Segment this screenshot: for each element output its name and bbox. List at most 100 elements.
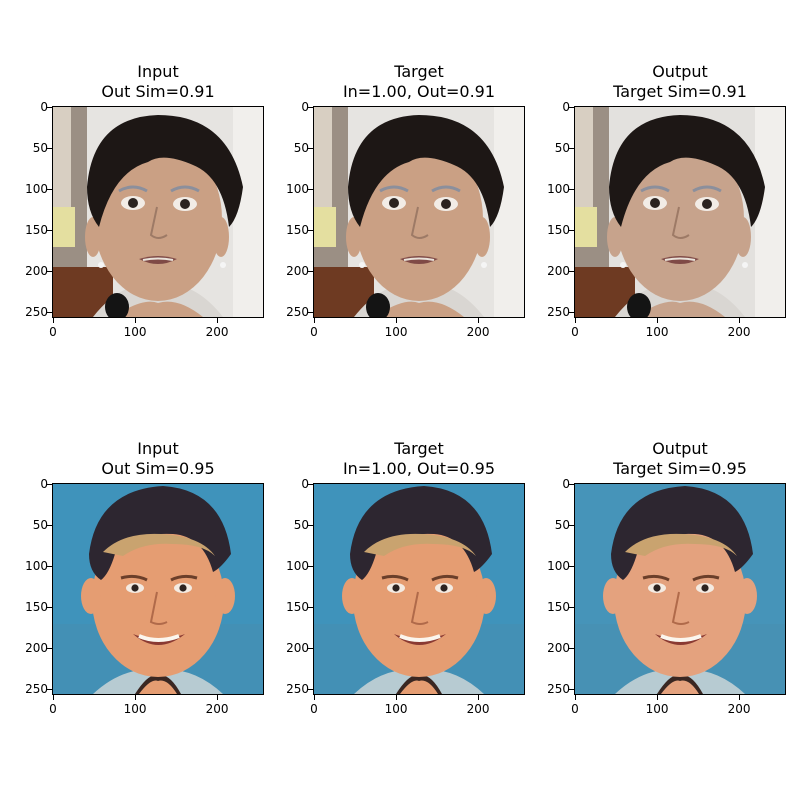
- y-tick-mark: [308, 484, 313, 485]
- x-tick-label: 200: [727, 702, 751, 716]
- x-tick-label: 0: [310, 325, 318, 339]
- y-tick-mark: [569, 566, 574, 568]
- x-tick-label: 200: [466, 702, 490, 716]
- x-tick-mark: [314, 695, 315, 700]
- panel-title: Input: [137, 62, 179, 81]
- panel-subtitle: Target Sim=0.95: [613, 459, 747, 478]
- y-tick-mark: [47, 148, 52, 150]
- y-tick-label: 0: [40, 477, 48, 491]
- y-tick-mark: [569, 607, 574, 609]
- woman-face-image: [52, 106, 264, 318]
- x-tick-label: 200: [205, 325, 229, 339]
- y-tick-label: 100: [25, 182, 48, 197]
- y-tick-label: 200: [25, 264, 48, 279]
- x-tick-mark: [657, 695, 659, 700]
- y-tick-mark: [308, 648, 313, 650]
- panel-woman-input: Input Out Sim=0.91 0 50 100 150 200 250 0 100 200: [25, 62, 264, 339]
- panel-boy-input: Input Out Sim=0.95 0 50 100 150 200 250 0 100 200: [25, 439, 264, 716]
- y-tick-label: 150: [286, 223, 309, 238]
- y-tick-label: 250: [547, 305, 570, 320]
- y-tick-mark: [569, 230, 574, 232]
- x-tick-mark: [217, 318, 219, 323]
- panel-subtitle: Out Sim=0.95: [101, 459, 215, 478]
- y-tick-label: 50: [293, 518, 309, 533]
- panel-title: Output: [652, 62, 708, 81]
- panel-boy-output: Output Target Sim=0.95 0 50 100 150 200 250 0 10…: [547, 439, 786, 716]
- x-tick-mark: [53, 695, 54, 700]
- x-tick-mark: [396, 695, 398, 700]
- boy-face-image: [52, 483, 264, 695]
- y-tick-mark: [47, 607, 52, 609]
- woman-face-image: [574, 106, 786, 318]
- panel-subtitle: Target Sim=0.91: [613, 82, 747, 101]
- y-tick-mark: [308, 271, 313, 273]
- x-tick-mark: [53, 318, 54, 323]
- y-tick-label: 250: [547, 682, 570, 697]
- y-tick-label: 50: [293, 141, 309, 156]
- panel-boy-target: Target In=1.00, Out=0.95 0 50 100 150 200 250 0…: [286, 439, 525, 716]
- y-tick-mark: [47, 525, 52, 527]
- panel-subtitle: In=1.00, Out=0.91: [342, 82, 496, 101]
- x-tick-label: 0: [571, 702, 579, 716]
- x-tick-label: 200: [727, 325, 751, 339]
- y-tick-label: 0: [562, 100, 570, 114]
- x-tick-mark: [217, 695, 219, 700]
- x-tick-mark: [478, 318, 480, 323]
- y-tick-label: 0: [301, 100, 309, 114]
- y-tick-label: 150: [547, 600, 570, 615]
- panel-woman-output: Output Target Sim=0.91 0 50 100 150 200 250 0 10…: [547, 62, 786, 339]
- y-tick-mark: [569, 689, 574, 691]
- x-tick-label: 100: [123, 325, 147, 339]
- y-tick-mark: [47, 484, 52, 485]
- y-tick-label: 100: [25, 559, 48, 574]
- y-tick-label: 250: [286, 682, 309, 697]
- x-tick-label: 100: [384, 702, 408, 716]
- x-tick-label: 100: [645, 325, 669, 339]
- y-tick-mark: [47, 689, 52, 691]
- x-tick-mark: [135, 695, 137, 700]
- y-tick-label: 0: [301, 477, 309, 491]
- y-tick-mark: [569, 271, 574, 273]
- y-tick-label: 150: [25, 223, 48, 238]
- x-tick-mark: [739, 695, 741, 700]
- y-tick-label: 200: [547, 264, 570, 279]
- y-tick-mark: [308, 566, 313, 568]
- y-tick-label: 250: [286, 305, 309, 320]
- y-tick-label: 50: [32, 518, 48, 533]
- y-tick-mark: [569, 648, 574, 650]
- panel-subtitle: In=1.00, Out=0.95: [342, 459, 496, 478]
- y-tick-mark: [308, 189, 313, 191]
- y-tick-mark: [47, 230, 52, 232]
- y-tick-mark: [47, 189, 52, 191]
- panel-woman-target: Target In=1.00, Out=0.91 0 50 100 150 200 250 0…: [286, 62, 525, 339]
- y-tick-label: 0: [40, 100, 48, 114]
- x-tick-mark: [575, 318, 576, 323]
- panel-title: Target: [394, 439, 444, 458]
- y-tick-label: 200: [25, 641, 48, 656]
- y-tick-label: 100: [547, 182, 570, 197]
- y-tick-label: 150: [286, 600, 309, 615]
- woman-face-image: [313, 106, 525, 318]
- y-tick-mark: [569, 189, 574, 191]
- y-tick-mark: [47, 566, 52, 568]
- y-tick-label: 150: [547, 223, 570, 238]
- y-tick-mark: [308, 525, 313, 527]
- x-tick-label: 100: [645, 702, 669, 716]
- x-tick-mark: [396, 318, 398, 323]
- y-tick-mark: [47, 107, 52, 108]
- y-tick-mark: [308, 312, 313, 314]
- x-tick-label: 100: [384, 325, 408, 339]
- y-tick-mark: [308, 607, 313, 609]
- x-tick-mark: [657, 318, 659, 323]
- x-tick-label: 0: [49, 702, 57, 716]
- y-tick-mark: [569, 484, 574, 485]
- y-tick-mark: [569, 148, 574, 150]
- x-tick-mark: [478, 695, 480, 700]
- y-tick-mark: [569, 312, 574, 314]
- y-tick-label: 50: [32, 141, 48, 156]
- y-tick-mark: [308, 148, 313, 150]
- x-tick-label: 200: [205, 702, 229, 716]
- panel-title: Input: [137, 439, 179, 458]
- x-tick-label: 0: [571, 325, 579, 339]
- y-tick-label: 250: [25, 682, 48, 697]
